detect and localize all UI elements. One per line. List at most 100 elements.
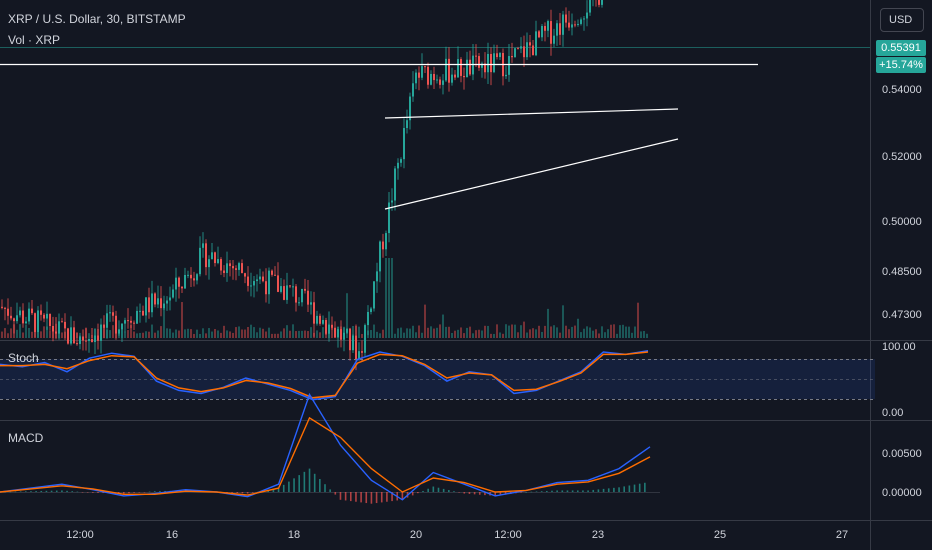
- macd-histogram-bar: [164, 490, 166, 492]
- volume-bar: [289, 330, 291, 338]
- macd-histogram-bar: [551, 490, 553, 492]
- candle-body: [118, 329, 120, 334]
- candle-body: [547, 21, 549, 31]
- candle-body: [202, 243, 204, 248]
- volume-bar: [115, 324, 117, 338]
- candle-body: [373, 281, 375, 309]
- macd-histogram-bar: [582, 490, 584, 492]
- candle-body: [571, 24, 573, 28]
- volume-bar: [355, 325, 357, 338]
- candle-body: [400, 159, 402, 163]
- volume-bar: [364, 329, 366, 338]
- volume-bar: [541, 331, 543, 338]
- volume-bar: [550, 326, 552, 338]
- volume-bar: [13, 324, 15, 338]
- volume-bar: [160, 326, 162, 338]
- candle-body: [157, 298, 159, 305]
- candle-body: [427, 66, 429, 85]
- candle-body: [304, 288, 306, 291]
- candle-body: [145, 297, 147, 316]
- time-tick-label: 20: [410, 529, 422, 541]
- candle-body: [370, 308, 372, 312]
- volume-bar: [16, 329, 18, 338]
- candle-body: [469, 59, 471, 75]
- candle-body: [448, 58, 450, 83]
- candle-body: [10, 315, 12, 319]
- candle-body: [103, 324, 105, 328]
- candle-body: [343, 332, 345, 340]
- macd-line: [0, 392, 651, 501]
- price-tick-label: 0.47300: [882, 309, 922, 321]
- candle-body: [496, 53, 498, 58]
- volume-bar: [262, 328, 264, 338]
- candle-body: [403, 128, 405, 160]
- candle-body: [337, 329, 339, 338]
- macd-histogram-bar: [411, 492, 414, 496]
- macd-histogram-bar: [231, 492, 233, 493]
- macd-histogram-bar: [66, 490, 68, 492]
- macd-histogram-bar: [50, 490, 53, 492]
- volume-bar: [343, 326, 345, 338]
- macd-histogram-bar: [391, 492, 393, 502]
- volume-bar: [634, 326, 636, 338]
- macd-histogram-bar: [324, 484, 326, 492]
- candle-body: [433, 73, 435, 81]
- volume-bar: [25, 324, 27, 338]
- candle-body: [583, 18, 585, 20]
- volume-bar: [529, 329, 531, 338]
- volume-bar: [232, 332, 234, 338]
- volume-bar: [268, 327, 270, 338]
- volume-bar: [610, 324, 612, 338]
- volume-bar: [241, 329, 243, 338]
- candle-body: [334, 327, 336, 338]
- candle-body: [28, 308, 30, 322]
- candle-body: [457, 59, 459, 78]
- candle-body: [19, 310, 21, 316]
- volume-bar: [163, 305, 165, 338]
- change-badge: +15.74%: [876, 57, 926, 73]
- candle-body: [178, 277, 180, 287]
- volume-bar: [34, 327, 36, 338]
- macd-histogram-bar: [473, 492, 476, 495]
- volume-bar: [145, 331, 147, 338]
- volume-bar: [157, 330, 159, 338]
- candle-body: [598, 0, 600, 5]
- candle-body: [166, 300, 168, 304]
- candle-body: [424, 66, 426, 68]
- volume-bar: [463, 333, 465, 338]
- volume-bar: [100, 325, 102, 338]
- volume-bar: [382, 329, 384, 338]
- macd-histogram-bar: [293, 478, 295, 492]
- candle-body: [340, 329, 342, 340]
- macd-histogram-bar: [360, 492, 362, 503]
- volume-bar: [535, 329, 537, 338]
- candle-body: [46, 313, 48, 319]
- candle-body: [184, 274, 186, 289]
- volume-bar: [388, 258, 390, 338]
- candle-body: [196, 274, 198, 281]
- volume-bar: [70, 329, 72, 338]
- currency-button[interactable]: USD: [880, 8, 924, 32]
- candle-body: [352, 335, 354, 351]
- macd-histogram-bar: [303, 471, 306, 492]
- volume-bar: [646, 333, 648, 338]
- volume-bar: [292, 324, 294, 338]
- candle-body: [445, 58, 447, 81]
- candle-body: [484, 63, 486, 73]
- volume-bar: [196, 329, 198, 338]
- candle-body: [511, 56, 513, 58]
- candle-body: [466, 59, 468, 78]
- candle-body: [199, 247, 201, 275]
- volume-bar: [247, 326, 249, 338]
- candle-body: [79, 336, 81, 344]
- candle-body: [412, 83, 414, 97]
- candle-body: [553, 35, 555, 44]
- candle-body: [217, 259, 219, 264]
- volume-bar: [265, 331, 267, 338]
- volume-bar: [217, 330, 219, 338]
- volume-bar: [61, 332, 63, 338]
- volume-bar: [361, 333, 363, 338]
- volume-bar: [373, 324, 375, 338]
- volume-bar: [58, 332, 60, 338]
